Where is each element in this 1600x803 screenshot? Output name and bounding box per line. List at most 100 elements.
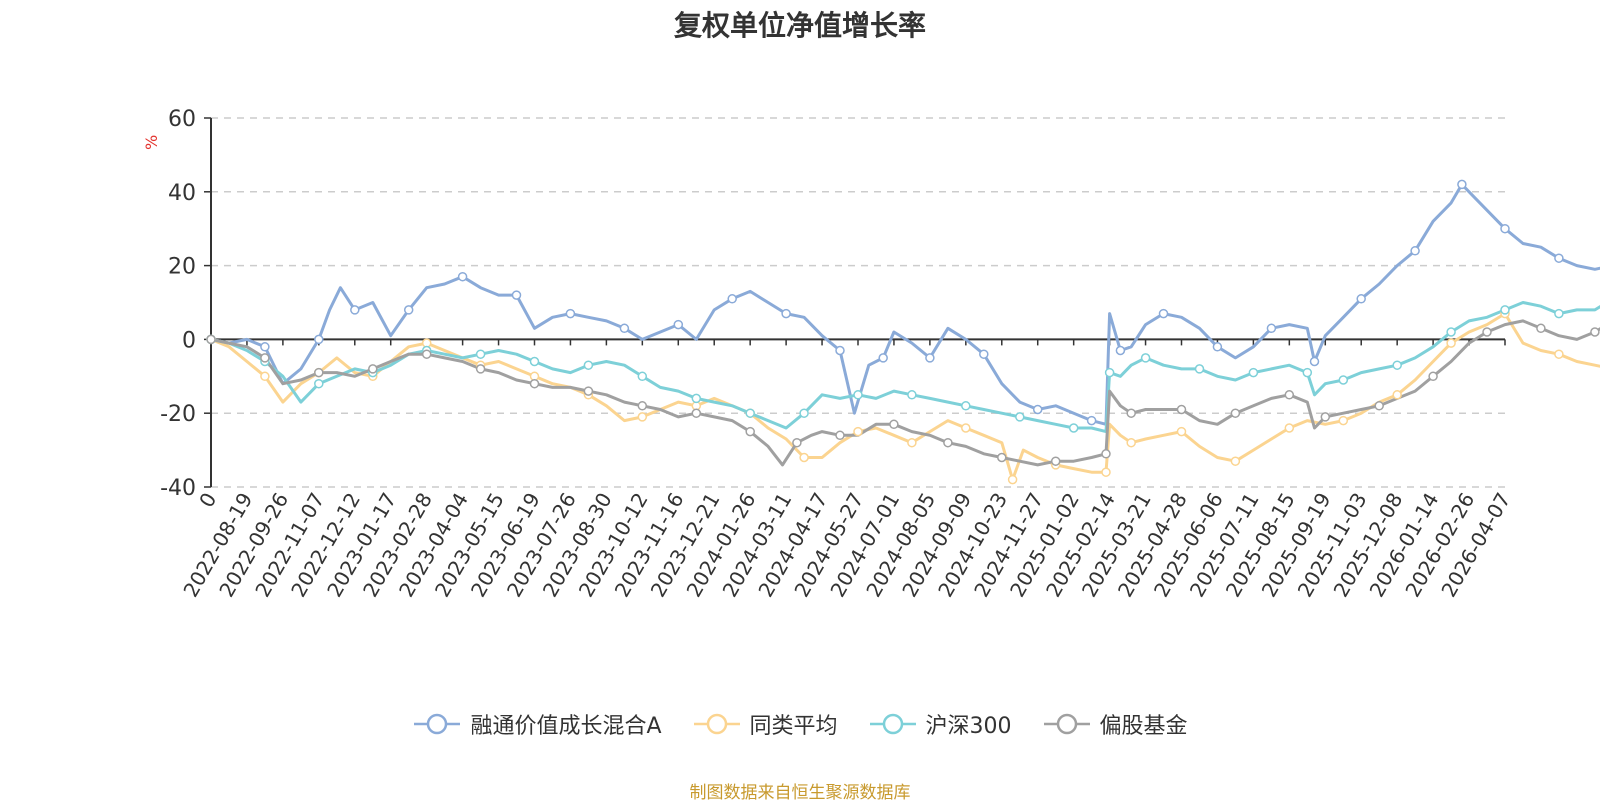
data-point (260, 371, 270, 382)
data-point (1194, 364, 1205, 374)
data-point (637, 401, 648, 411)
data-point (403, 305, 414, 315)
data-point (260, 342, 270, 352)
data-point (792, 437, 802, 448)
data-point (781, 308, 791, 319)
data-point (1374, 401, 1384, 411)
data-point (1230, 408, 1241, 418)
legend-label-csi300: 沪深300 (925, 714, 1012, 739)
data-point (1554, 349, 1564, 359)
data-point (565, 308, 576, 319)
data-point (1115, 345, 1126, 356)
legend-marker-csi300 (869, 713, 916, 735)
data-point (1338, 375, 1349, 385)
data-point (350, 305, 360, 315)
data-point (799, 452, 809, 463)
legend-item-csi300[interactable]: 沪深300 (868, 708, 1012, 740)
data-point (1068, 423, 1079, 433)
data-point (943, 437, 953, 448)
data-point (835, 345, 845, 356)
data-point (1482, 327, 1492, 337)
y-tick-label: -20 (160, 402, 196, 427)
legend-label-peer-average: 同类平均 (749, 714, 838, 739)
series-lines (210, 182, 1600, 482)
data-point (961, 423, 971, 433)
data-point (745, 426, 755, 437)
data-point (475, 349, 486, 359)
legend-item-peer-average[interactable]: 同类平均 (692, 708, 838, 740)
legend: 融通价值成长混合A 同类平均 沪深300 偏股基金 (0, 708, 1600, 740)
data-point (853, 390, 863, 400)
data-point (1428, 371, 1438, 382)
legend-item-fund[interactable]: 融通价值成长混合A (412, 708, 662, 740)
data-point (1007, 474, 1018, 485)
data-point (1446, 338, 1456, 348)
data-point (1284, 423, 1295, 433)
data-point (907, 390, 917, 400)
data-point (1032, 404, 1043, 415)
data-point (1536, 323, 1546, 334)
data-point (1392, 360, 1402, 370)
data-point (1158, 308, 1169, 319)
data-point (1230, 456, 1241, 466)
data-point (457, 271, 468, 282)
data-point (878, 353, 888, 363)
data-point (1104, 367, 1115, 378)
data-point (1356, 294, 1366, 304)
data-point (889, 419, 899, 430)
data-point (314, 334, 324, 345)
data-point (1140, 353, 1151, 363)
data-point (1015, 412, 1025, 422)
data-point (1212, 342, 1223, 352)
data-point (745, 408, 755, 418)
data-point (1410, 246, 1420, 256)
data-point (1126, 437, 1136, 448)
data-point (619, 323, 630, 334)
data-point (1320, 412, 1331, 422)
data-point (637, 412, 648, 422)
data-point (206, 334, 216, 345)
data-point (1392, 390, 1402, 400)
y-tick-label: -40 (160, 476, 196, 501)
data-point (799, 408, 809, 418)
series-line-2 (210, 301, 1600, 434)
x-tick-label: 0 (194, 489, 221, 512)
data-point (979, 349, 989, 359)
data-point (691, 408, 702, 418)
data-point (1554, 308, 1564, 319)
data-point (727, 294, 737, 304)
data-point (1266, 323, 1277, 334)
data-point (1302, 367, 1313, 378)
legend-marker-peer-average (693, 713, 740, 735)
data-point (1050, 456, 1061, 466)
data-point (314, 378, 324, 389)
data-point (1126, 408, 1136, 418)
data-point (925, 353, 935, 363)
data-point (475, 364, 486, 374)
series-line-0 (210, 182, 1600, 426)
chart-title: 复权单位净值增长率 (673, 9, 926, 42)
legend-marker-fund (414, 713, 461, 735)
data-point (907, 437, 917, 448)
data-point (1446, 327, 1456, 337)
data-point (1284, 390, 1295, 400)
data-point (529, 356, 540, 367)
data-point (421, 349, 432, 359)
legend-label-equity-fund: 偏股基金 (1099, 714, 1188, 739)
data-point (1176, 426, 1187, 437)
data-point (583, 360, 594, 370)
data-point (835, 430, 845, 441)
y-tick-label: 40 (168, 181, 196, 206)
data-point (1500, 223, 1510, 234)
data-point (511, 290, 522, 300)
data-point (1500, 305, 1510, 315)
data-point (1176, 404, 1187, 415)
y-tick-label: 20 (168, 255, 196, 280)
data-point (583, 386, 594, 396)
data-point (260, 353, 270, 363)
legend-item-equity-fund[interactable]: 偏股基金 (1042, 708, 1188, 740)
data-point (368, 364, 378, 374)
legend-label-fund: 融通价值成长混合A (470, 714, 662, 739)
data-point (1101, 467, 1111, 477)
